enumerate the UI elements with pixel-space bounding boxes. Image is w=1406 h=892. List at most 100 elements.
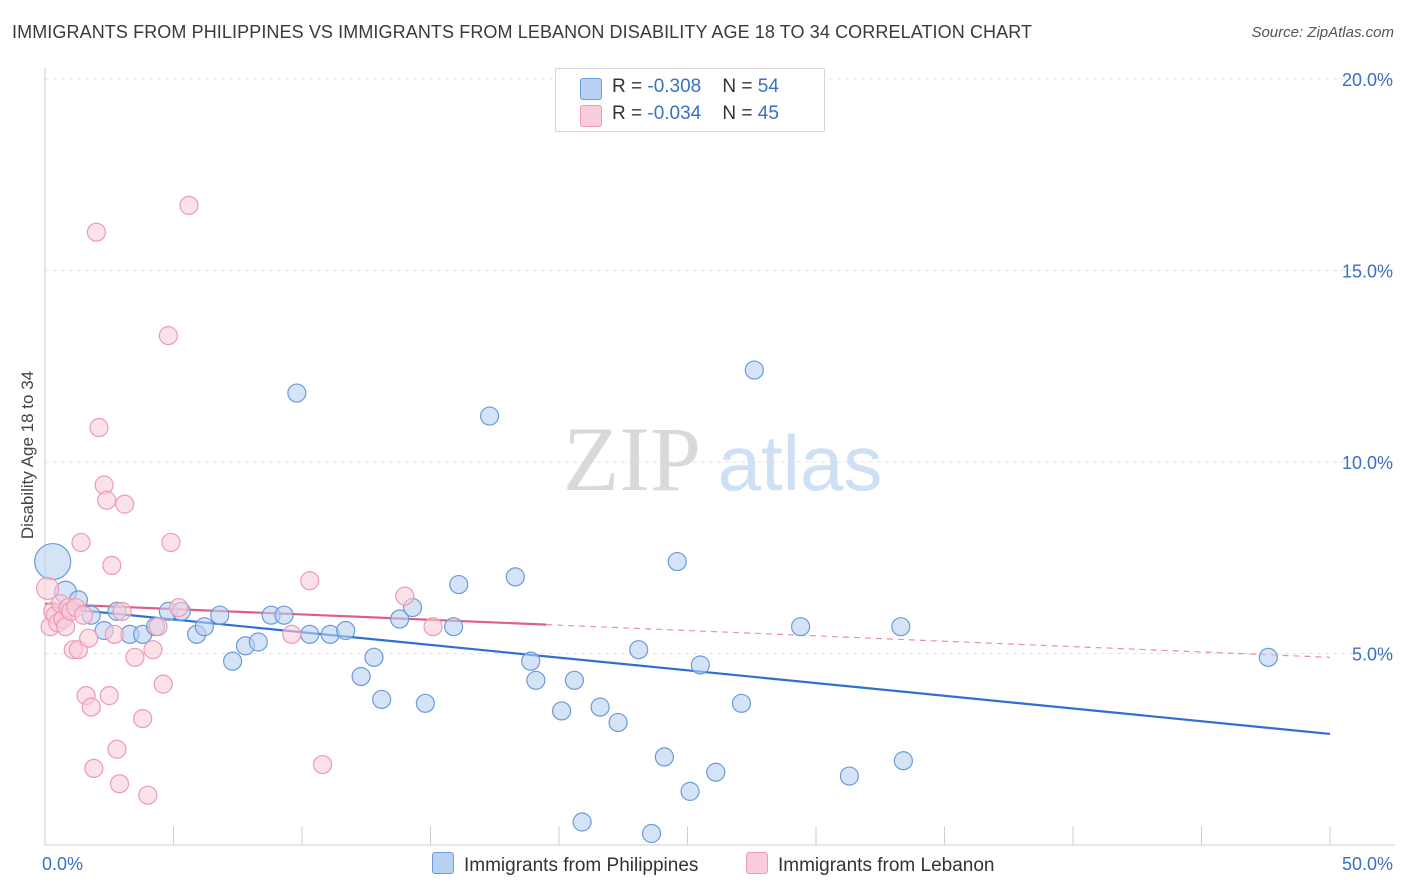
y-tick-label: 5.0% bbox=[1352, 645, 1393, 665]
point-lebanon bbox=[153, 674, 173, 694]
legend-r-value: -0.308 bbox=[647, 76, 702, 97]
point-lebanon bbox=[99, 686, 119, 706]
point-philippines bbox=[415, 693, 435, 713]
point-lebanon bbox=[35, 576, 60, 600]
legend-n-value: 54 bbox=[757, 76, 779, 97]
point-philippines bbox=[690, 655, 710, 675]
tick-labels: 5.0% 10.0% 15.0% 20.0% 0.0% 50.0% bbox=[42, 70, 1393, 874]
point-philippines bbox=[444, 617, 464, 637]
legend-r-value: -0.034 bbox=[647, 103, 702, 124]
legend-r-label: R = bbox=[612, 76, 648, 97]
watermark: ZIP atlas bbox=[563, 408, 882, 510]
point-philippines bbox=[551, 701, 572, 721]
point-lebanon bbox=[104, 624, 124, 644]
point-philippines bbox=[390, 609, 410, 629]
point-philippines bbox=[521, 651, 541, 671]
watermark-zip: ZIP bbox=[563, 408, 701, 510]
bottom-legend-philippines: Immigrants from Philippines bbox=[432, 852, 698, 877]
point-lebanon bbox=[84, 758, 104, 779]
point-lebanon bbox=[86, 222, 107, 242]
point-philippines bbox=[891, 617, 911, 637]
point-philippines bbox=[372, 689, 392, 710]
point-philippines bbox=[480, 406, 500, 426]
legend-swatch-lebanon bbox=[580, 105, 602, 127]
legend-n-value: 45 bbox=[757, 103, 779, 124]
point-lebanon bbox=[71, 532, 91, 553]
point-philippines bbox=[731, 693, 752, 713]
point-philippines bbox=[893, 751, 913, 771]
bottom-legend-label: Immigrants from Lebanon bbox=[778, 855, 995, 876]
point-lebanon bbox=[143, 640, 163, 660]
point-philippines bbox=[706, 762, 726, 782]
point-lebanon bbox=[125, 647, 145, 667]
point-philippines bbox=[608, 712, 628, 733]
point-philippines bbox=[248, 632, 268, 652]
point-lebanon bbox=[300, 571, 320, 591]
point-lebanon bbox=[79, 628, 99, 648]
point-lebanon bbox=[89, 417, 109, 438]
point-philippines bbox=[564, 670, 585, 690]
point-philippines bbox=[1258, 647, 1278, 667]
point-philippines bbox=[790, 617, 811, 637]
watermark-atlas: atlas bbox=[718, 419, 883, 507]
bottom-legend-lebanon: Immigrants from Lebanon bbox=[746, 852, 995, 877]
point-philippines bbox=[641, 823, 662, 844]
y-tick-label: 15.0% bbox=[1342, 262, 1393, 282]
point-lebanon bbox=[158, 326, 178, 346]
legend-n-label: N = bbox=[722, 76, 758, 97]
axes bbox=[44, 68, 1395, 846]
y-axis-label: Disability Age 18 to 34 bbox=[18, 371, 37, 539]
point-lebanon bbox=[423, 617, 443, 637]
point-philippines bbox=[194, 617, 214, 637]
point-lebanon bbox=[179, 195, 199, 215]
y-tick-label: 20.0% bbox=[1342, 70, 1393, 90]
point-lebanon bbox=[138, 785, 158, 805]
bottom-legend-swatch-lebanon bbox=[746, 852, 768, 874]
point-lebanon bbox=[107, 739, 127, 759]
point-lebanon bbox=[109, 774, 130, 794]
point-philippines bbox=[210, 605, 230, 625]
source-label: Source: ZipAtlas.com bbox=[1251, 24, 1394, 41]
point-philippines bbox=[590, 697, 610, 717]
point-lebanon bbox=[97, 490, 117, 510]
trend-line-dashed bbox=[546, 624, 1331, 658]
point-philippines bbox=[839, 766, 860, 786]
point-philippines bbox=[505, 567, 525, 587]
point-philippines bbox=[336, 620, 356, 641]
correlation-legend: R = -0.308 N = 54 R = -0.034 N = 45 bbox=[555, 68, 825, 132]
point-lebanon bbox=[169, 597, 189, 618]
y-tick-label: 10.0% bbox=[1342, 453, 1393, 473]
point-philippines bbox=[680, 781, 700, 801]
legend-r-label: R = bbox=[612, 103, 648, 124]
trend-line bbox=[52, 606, 1331, 736]
legend-n-label: N = bbox=[722, 103, 758, 124]
bottom-legend-label: Immigrants from Philippines bbox=[464, 855, 699, 876]
point-lebanon bbox=[312, 754, 333, 775]
chart-title: IMMIGRANTS FROM PHILIPPINES VS IMMIGRANT… bbox=[12, 22, 1033, 42]
point-philippines bbox=[351, 666, 371, 687]
x-tick-label-min: 0.0% bbox=[42, 854, 83, 874]
point-philippines bbox=[744, 360, 764, 380]
point-philippines bbox=[223, 651, 243, 671]
point-lebanon bbox=[115, 494, 135, 514]
point-lebanon bbox=[161, 532, 181, 553]
point-philippines bbox=[654, 747, 674, 767]
point-philippines bbox=[300, 624, 320, 644]
point-lebanon bbox=[102, 555, 122, 576]
bottom-legend-swatch-philippines bbox=[432, 852, 454, 874]
point-philippines bbox=[364, 647, 384, 667]
point-philippines bbox=[449, 574, 469, 595]
data-points bbox=[34, 195, 1278, 844]
point-lebanon bbox=[148, 617, 168, 637]
point-philippines bbox=[34, 542, 72, 581]
x-tick-label-max: 50.0% bbox=[1342, 854, 1393, 874]
point-lebanon bbox=[73, 605, 94, 625]
legend-swatch-philippines bbox=[580, 78, 602, 100]
point-philippines bbox=[274, 605, 294, 625]
point-philippines bbox=[572, 812, 592, 832]
point-lebanon bbox=[395, 586, 415, 606]
point-lebanon bbox=[112, 601, 132, 621]
point-philippines bbox=[287, 383, 307, 403]
point-lebanon bbox=[282, 624, 302, 644]
